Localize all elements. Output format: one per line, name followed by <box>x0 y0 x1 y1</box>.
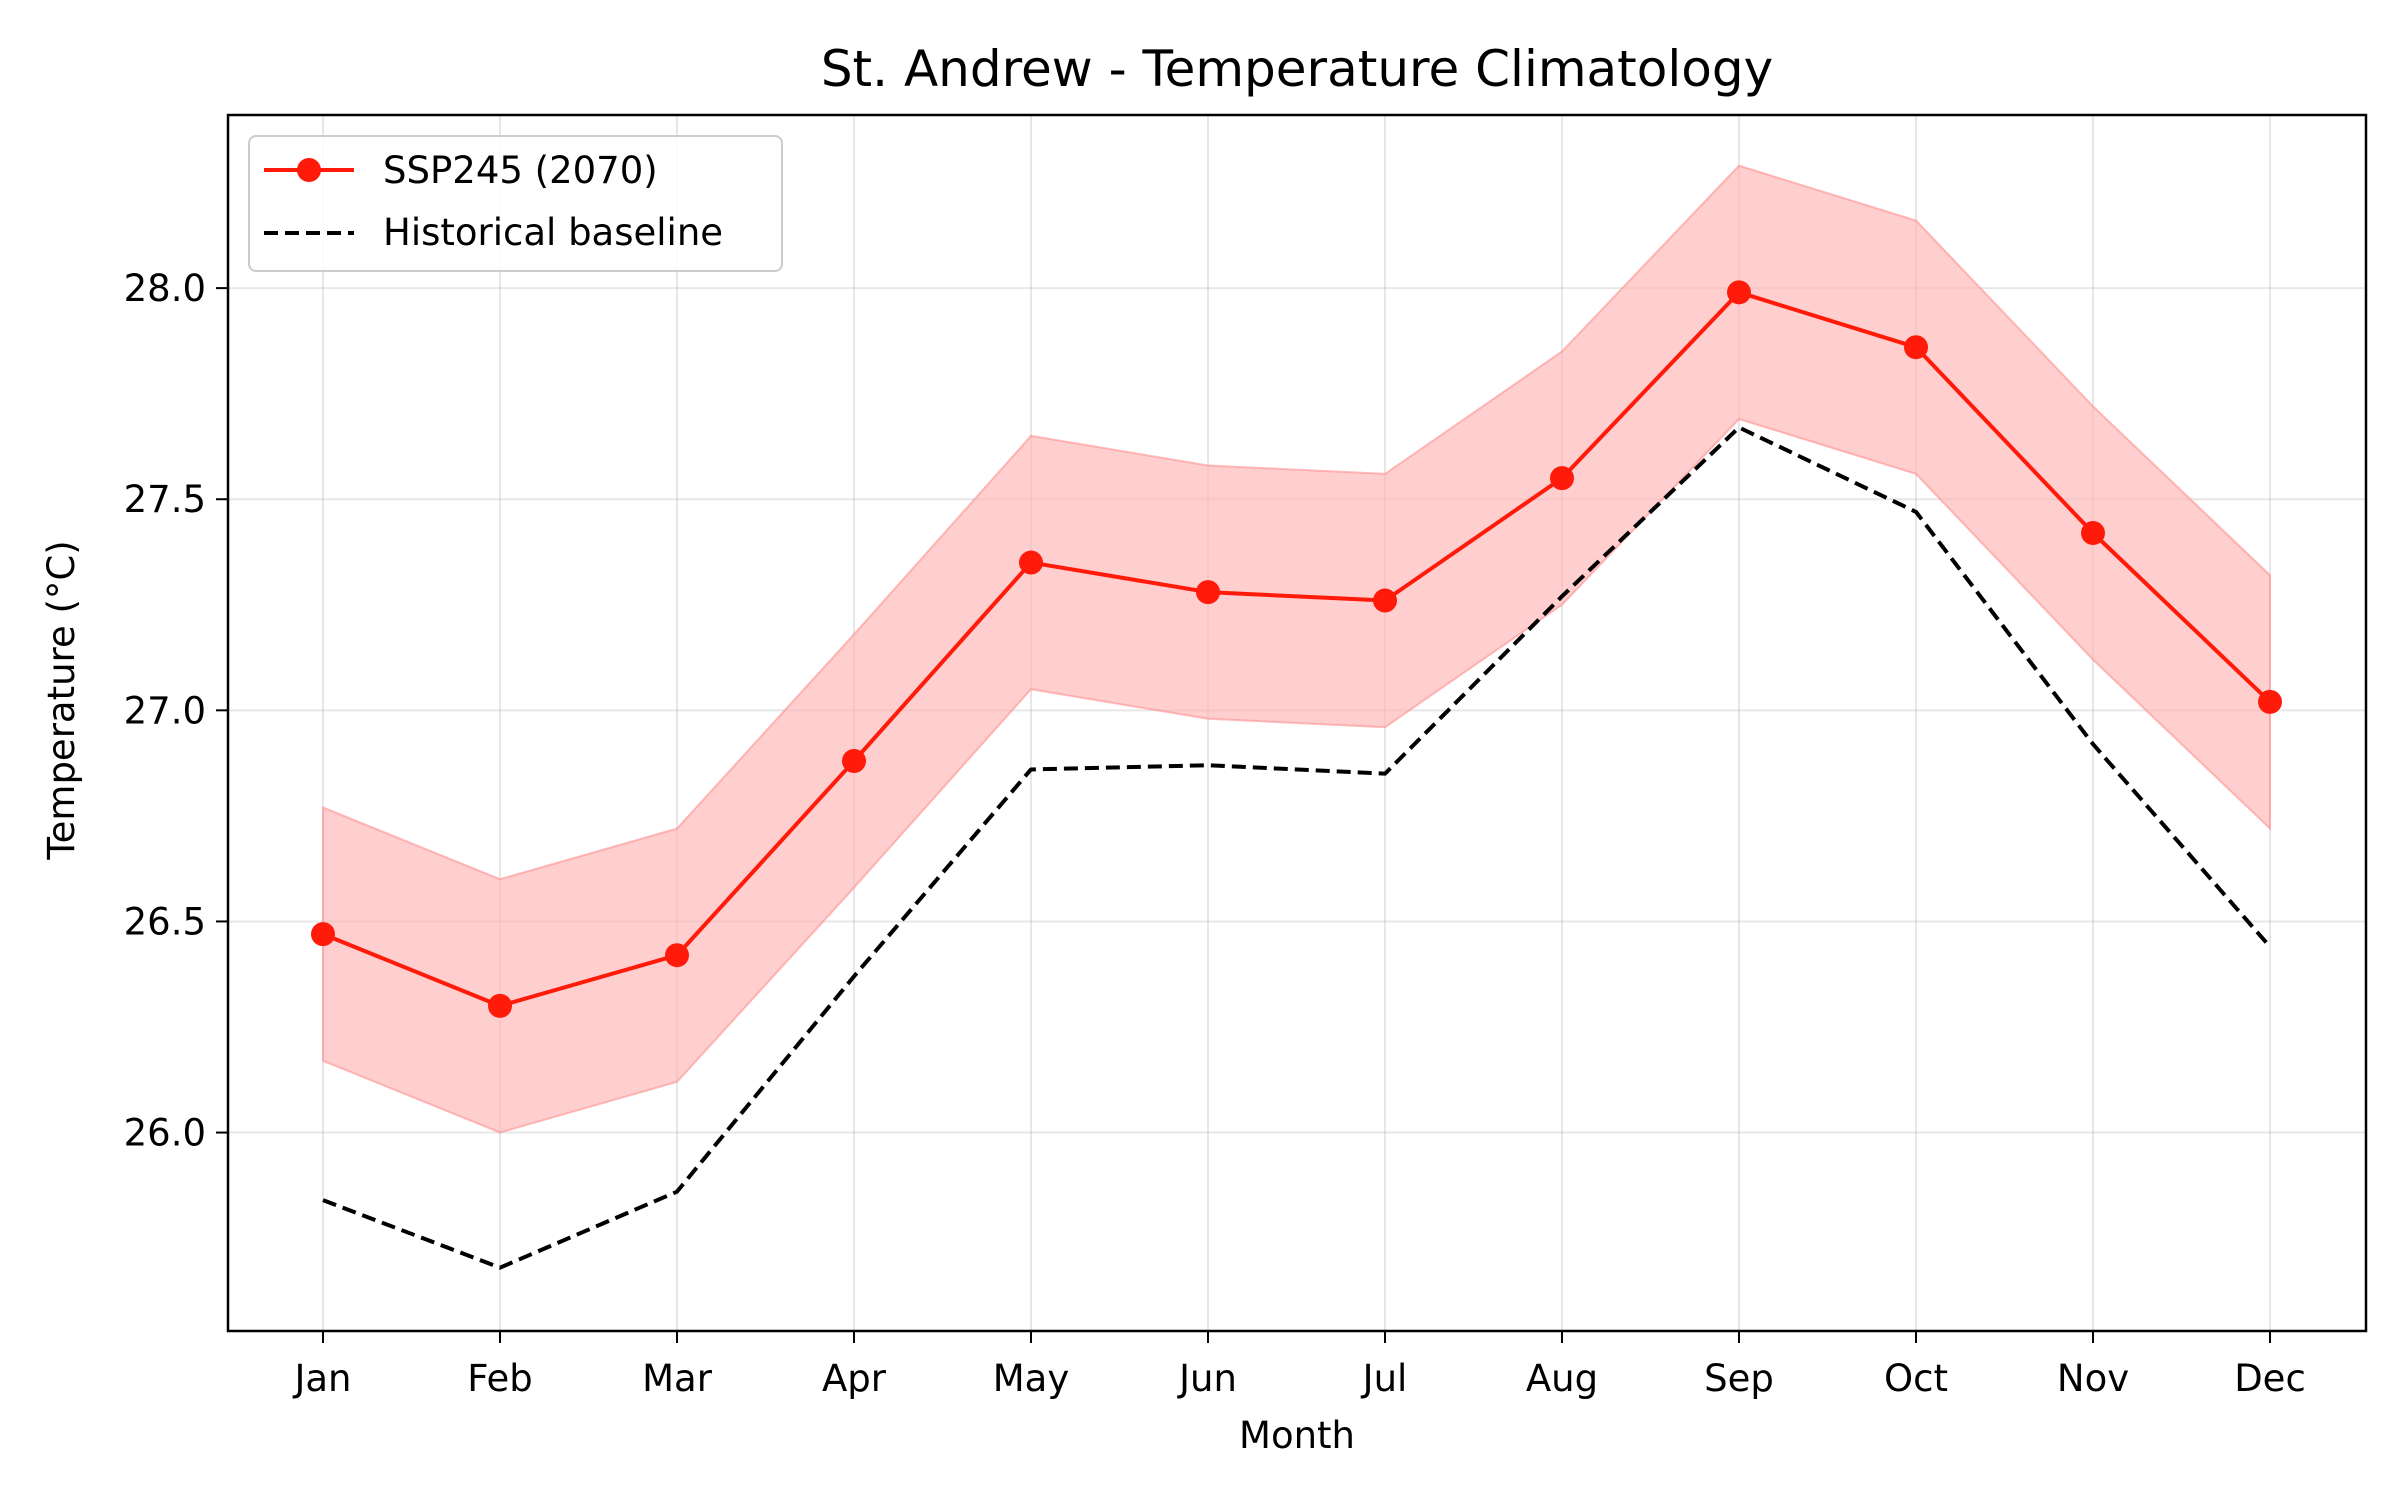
x-tick-label-feb: Feb <box>467 1357 533 1400</box>
y-tick-label-26-0: 26.0 <box>124 1112 206 1155</box>
x-axis-label: Month <box>1239 1414 1355 1457</box>
marker-ssp245-sep <box>1727 280 1751 305</box>
y-tick-label-27-5: 27.5 <box>124 478 206 521</box>
marker-ssp245-oct <box>1904 335 1928 360</box>
band-ssp245 <box>322 164 2271 1134</box>
y-tick-label-26-5: 26.5 <box>124 900 206 943</box>
series-markers <box>311 280 2282 1018</box>
series-lines <box>322 290 2272 1270</box>
line-ssp245 <box>322 290 2272 1008</box>
marker-ssp245-aug <box>1550 466 1574 491</box>
legend-swatch-ssp245-marker <box>297 158 321 182</box>
chart-title: St. Andrew - Temperature Climatology <box>821 40 1773 98</box>
x-tick-label-jun: Jun <box>1177 1357 1237 1400</box>
legend-label-historical: Historical baseline <box>383 211 723 254</box>
x-tick-label-jan: Jan <box>292 1357 351 1400</box>
line-historical <box>322 425 2272 1270</box>
marker-ssp245-mar <box>665 943 689 968</box>
y-axis-ticks: 26.0 26.5 27.0 27.5 28.0 <box>124 267 228 1155</box>
y-axis-label: Temperature (°C) <box>40 540 83 860</box>
x-tick-label-oct: Oct <box>1884 1357 1948 1400</box>
marker-ssp245-nov <box>2081 521 2105 545</box>
legend-label-ssp245: SSP245 (2070) <box>383 149 658 192</box>
y-tick-label-28-0: 28.0 <box>124 267 206 310</box>
marker-ssp245-jul <box>1373 588 1397 613</box>
x-tick-label-mar: Mar <box>642 1357 713 1400</box>
x-tick-label-may: May <box>993 1357 1070 1400</box>
y-tick-label-27-0: 27.0 <box>124 689 206 732</box>
x-tick-label-aug: Aug <box>1526 1357 1598 1400</box>
uncertainty-bands <box>322 164 2271 1134</box>
x-tick-label-dec: Dec <box>2234 1357 2306 1400</box>
marker-ssp245-apr <box>842 749 866 773</box>
marker-ssp245-jun <box>1196 580 1220 605</box>
legend-box <box>248 135 783 272</box>
plot-frame <box>226 113 2368 1333</box>
marker-ssp245-jan <box>311 922 335 947</box>
marker-ssp245-may <box>1019 550 1043 575</box>
marker-ssp245-dec <box>2258 689 2282 714</box>
x-tick-label-sep: Sep <box>1704 1357 1774 1400</box>
x-tick-label-nov: Nov <box>2057 1357 2129 1400</box>
x-tick-label-apr: Apr <box>822 1357 887 1400</box>
x-axis-ticks: Jan Feb Mar Apr May Jun Jul Aug Sep Oct Nov Dec <box>292 1331 2306 1400</box>
marker-ssp245-feb <box>488 993 512 1018</box>
legend: SSP245 (2070) Historical baseline <box>248 135 783 272</box>
x-tick-label-jul: Jul <box>1361 1357 1408 1400</box>
